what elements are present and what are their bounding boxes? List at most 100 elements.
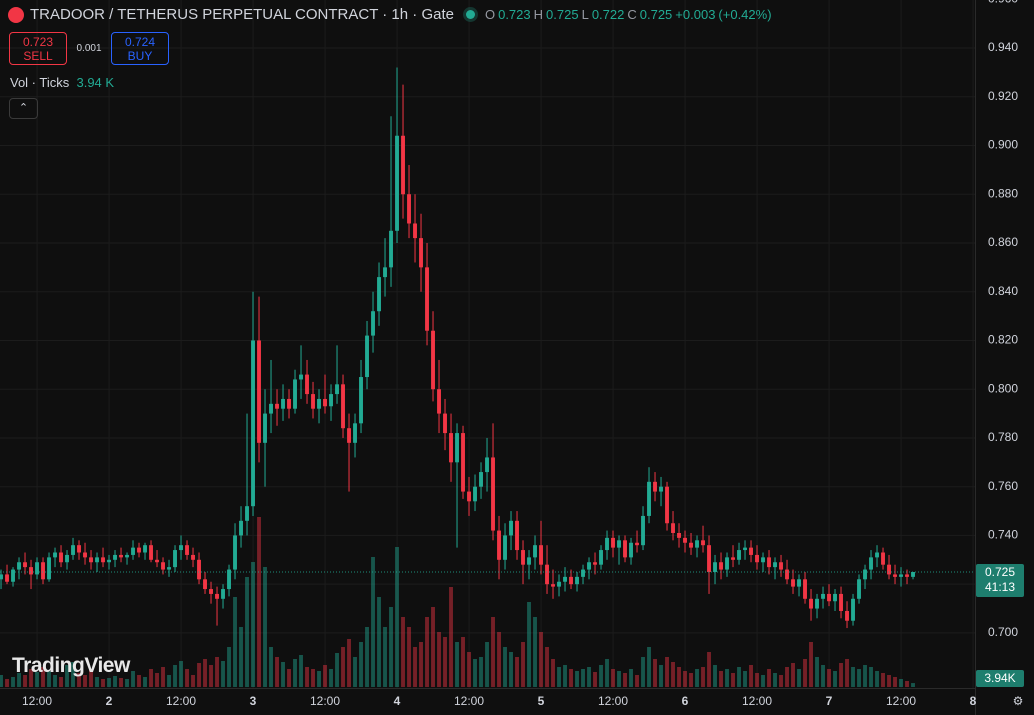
candle-body [413, 223, 417, 239]
volume-bar [629, 669, 633, 687]
candle-body [539, 545, 543, 565]
candle-body [701, 540, 705, 546]
candle-body [173, 550, 177, 568]
volume-bar [89, 669, 93, 687]
volume-bar [587, 667, 591, 687]
candle-body [29, 567, 33, 575]
x-tick-label: 5 [538, 694, 545, 708]
volume-bar [869, 667, 873, 687]
x-tick-label: 3 [250, 694, 257, 708]
volume-bar [689, 673, 693, 687]
volume-bar [569, 669, 573, 687]
volume-bar [365, 627, 369, 687]
candle-body [671, 523, 675, 533]
volume-bar [743, 671, 747, 687]
volume-bar [899, 679, 903, 687]
volume-bar [377, 597, 381, 687]
volume-bar [149, 669, 153, 687]
candle-body [785, 569, 789, 580]
volume-bar [707, 652, 711, 687]
candle-body [905, 574, 909, 577]
candle-body [335, 384, 339, 395]
volume-bar [209, 665, 213, 687]
volume-bar [389, 607, 393, 687]
candle-body [113, 554, 117, 560]
volume-bar [809, 642, 813, 687]
volume-bar [623, 673, 627, 687]
volume-bar [167, 675, 171, 687]
candle-body [83, 552, 87, 558]
candle-body [347, 428, 351, 443]
volume-bar [737, 667, 741, 687]
volume-bar [101, 679, 105, 687]
candle-body [791, 579, 795, 587]
candle-body [665, 486, 669, 524]
candle-body [845, 610, 849, 621]
candle-body [287, 398, 291, 409]
volume-bar [23, 675, 27, 687]
candle-body [617, 540, 621, 548]
watermark: TradingView [12, 654, 130, 677]
volume-bar [239, 627, 243, 687]
x-tick-label: 12:00 [742, 694, 772, 708]
volume-bar [281, 662, 285, 687]
candle-body [209, 589, 213, 594]
candle-body [467, 491, 471, 502]
sell-button[interactable]: 0.723 SELL [9, 32, 67, 65]
candle-body [263, 413, 267, 443]
candle-body [383, 267, 387, 278]
candle-body [227, 569, 231, 590]
volume-bar [797, 669, 801, 687]
volume-bar [461, 637, 465, 687]
candle-body [605, 537, 609, 551]
candle-body [365, 335, 369, 378]
volume-bar [113, 676, 117, 687]
candle-body [575, 576, 579, 585]
candle-body [683, 537, 687, 543]
y-tick-label: 0.700 [988, 625, 1018, 639]
buy-button[interactable]: 0.724 BUY [111, 32, 169, 65]
candle-body [107, 559, 111, 563]
volume-bar [617, 671, 621, 687]
collapse-button[interactable]: ⌃ [9, 98, 38, 119]
candle-body [401, 135, 405, 195]
y-tick-label: 0.740 [988, 528, 1018, 542]
candle-body [5, 574, 9, 582]
x-tick-label: 12:00 [598, 694, 628, 708]
trade-buttons: 0.723 SELL 0.001 0.724 BUY [9, 32, 169, 65]
volume-bar [671, 662, 675, 687]
volume-bar [803, 659, 807, 687]
candle-body [737, 550, 741, 560]
candle-body [479, 472, 483, 487]
candle-body [407, 194, 411, 224]
candle-body [59, 552, 63, 563]
candle-body [497, 530, 501, 560]
candle-body [731, 557, 735, 560]
volume-bar [491, 617, 495, 687]
volume-bar [437, 632, 441, 687]
volume-bar [761, 675, 765, 687]
candle-body [197, 559, 201, 580]
candle-body [317, 398, 321, 409]
candle-body [185, 545, 189, 555]
candle-body [269, 403, 273, 414]
symbol-title[interactable]: TRADOOR / TETHERUS PERPETUAL CONTRACT · … [30, 6, 454, 23]
volume-bar [191, 675, 195, 687]
close-label: C [627, 7, 637, 22]
volume-bar [323, 665, 327, 687]
candle-body [473, 486, 477, 502]
candle-body [215, 593, 219, 599]
candle-body [557, 581, 561, 587]
high-label: H [533, 7, 544, 22]
volume-bar [131, 671, 135, 687]
volume-bar [503, 647, 507, 687]
volume-bar [179, 661, 183, 687]
volume-bar [821, 665, 825, 687]
high-value: 0.725 [546, 7, 579, 22]
candle-body [875, 552, 879, 558]
candle-body [773, 562, 777, 568]
candle-body [515, 520, 519, 551]
volume-bar [557, 667, 561, 687]
